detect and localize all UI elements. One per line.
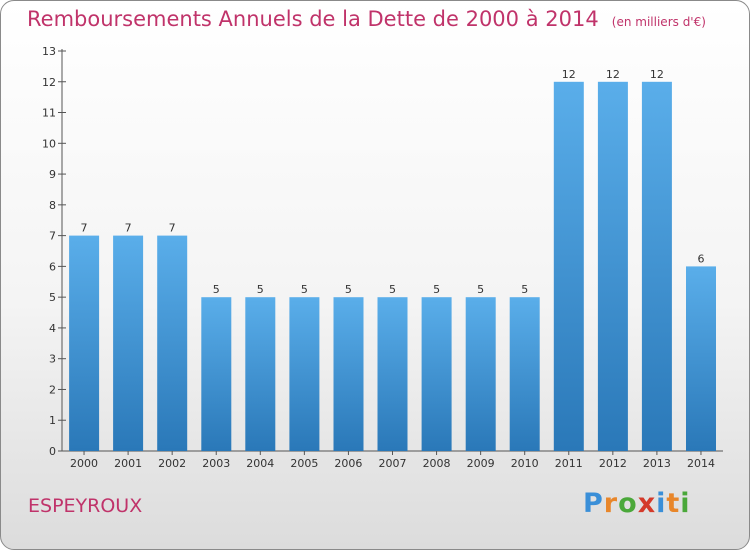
bar: [157, 235, 188, 451]
y-tick-label: 1: [49, 414, 56, 427]
logo-letter: i: [656, 488, 667, 519]
chart-title: Remboursements Annuels de la Dette de 20…: [27, 7, 599, 31]
bar: [377, 297, 408, 451]
y-tick-label: 11: [42, 107, 56, 120]
bar: [509, 297, 540, 451]
bar: [597, 81, 628, 452]
x-tick-label: 2008: [423, 457, 451, 470]
y-tick-label: 7: [49, 230, 56, 243]
data-label: 5: [521, 283, 528, 296]
x-tick-label: 2013: [643, 457, 671, 470]
commune-name: ESPEYROUX: [28, 495, 143, 517]
data-label: 5: [213, 283, 220, 296]
logo-letter: x: [637, 488, 657, 519]
x-tick-label: 2014: [687, 457, 715, 470]
y-tick-label: 5: [49, 291, 56, 304]
logo-letter: r: [603, 488, 619, 519]
x-tick-label: 2006: [334, 457, 362, 470]
x-tick-label: 2011: [555, 457, 583, 470]
bar: [465, 297, 496, 451]
x-tick-label: 2009: [467, 457, 495, 470]
bar: [421, 297, 452, 451]
x-tick-label: 2010: [511, 457, 539, 470]
bar: [113, 235, 144, 451]
logo-letter: t: [666, 488, 681, 519]
bar: [289, 297, 320, 451]
x-tick-label: 2001: [114, 457, 142, 470]
x-tick-label: 2000: [70, 457, 98, 470]
y-tick-label: 3: [49, 353, 56, 366]
y-tick-label: 9: [49, 168, 56, 181]
bar: [201, 297, 232, 451]
data-label: 12: [650, 68, 664, 81]
data-label: 5: [301, 283, 308, 296]
bar: [553, 81, 584, 452]
data-label: 12: [606, 68, 620, 81]
data-label: 5: [477, 283, 484, 296]
y-tick-label: 8: [49, 199, 56, 212]
y-tick-label: 12: [42, 76, 56, 89]
bar: [245, 297, 276, 451]
y-tick-label: 0: [49, 445, 56, 458]
y-tick-label: 6: [49, 260, 56, 273]
data-label: 6: [697, 252, 704, 265]
title-row: Remboursements Annuels de la Dette de 20…: [27, 7, 706, 31]
data-label: 5: [257, 283, 264, 296]
data-label: 12: [562, 68, 576, 81]
x-tick-label: 2004: [246, 457, 274, 470]
data-label: 5: [345, 283, 352, 296]
y-tick-label: 4: [49, 322, 56, 335]
y-tick-label: 10: [42, 137, 56, 150]
data-label: 5: [433, 283, 440, 296]
x-tick-label: 2007: [379, 457, 407, 470]
y-tick-label: 2: [49, 383, 56, 396]
logo-letter: P: [583, 488, 604, 519]
x-tick-label: 2003: [202, 457, 230, 470]
x-tick-label: 2012: [599, 457, 627, 470]
y-tick-label: 13: [42, 45, 56, 58]
chart-unit-note: (en milliers d'€): [611, 15, 706, 29]
x-tick-label: 2002: [158, 457, 186, 470]
data-label: 7: [125, 222, 132, 235]
bar: [69, 235, 100, 451]
data-label: 7: [169, 222, 176, 235]
bar: [641, 81, 672, 452]
data-label: 7: [81, 222, 88, 235]
proxiti-logo: Proxiti: [583, 488, 691, 519]
data-label: 5: [389, 283, 396, 296]
logo-letter: i: [680, 488, 691, 519]
bar: [333, 297, 364, 451]
logo-letter: o: [618, 488, 638, 519]
bar: [686, 266, 716, 451]
x-tick-label: 2005: [290, 457, 318, 470]
